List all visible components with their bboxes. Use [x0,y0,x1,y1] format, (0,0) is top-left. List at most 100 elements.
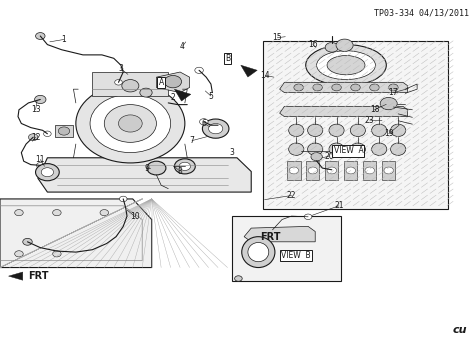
Polygon shape [244,226,315,242]
Ellipse shape [44,131,51,137]
Polygon shape [0,199,152,268]
Text: 5: 5 [209,92,213,100]
Ellipse shape [311,153,322,161]
Ellipse shape [58,127,70,135]
Polygon shape [55,125,73,137]
Ellipse shape [289,143,304,155]
Ellipse shape [365,167,374,174]
Ellipse shape [391,124,406,137]
Text: 10: 10 [130,212,140,221]
Text: 20: 20 [325,152,334,161]
Ellipse shape [289,167,299,174]
Text: VIEW  A: VIEW A [334,146,363,155]
Polygon shape [241,65,257,77]
Ellipse shape [372,143,387,155]
Ellipse shape [35,95,46,104]
Ellipse shape [380,97,397,110]
Ellipse shape [100,210,109,216]
Ellipse shape [384,167,393,174]
Text: VIEW  B: VIEW B [282,251,311,260]
Polygon shape [246,235,262,246]
Ellipse shape [350,124,365,137]
Ellipse shape [370,84,379,91]
Ellipse shape [289,124,304,137]
FancyBboxPatch shape [344,161,357,180]
Ellipse shape [325,43,338,52]
Ellipse shape [209,123,223,134]
Ellipse shape [294,84,303,91]
Polygon shape [156,72,190,93]
Text: 6: 6 [201,119,206,128]
Text: 7: 7 [190,136,194,145]
Ellipse shape [202,119,229,138]
Ellipse shape [336,39,353,51]
Text: 4: 4 [180,42,185,51]
FancyBboxPatch shape [325,161,338,180]
Ellipse shape [36,163,44,168]
Text: 12: 12 [31,133,40,142]
Text: 19: 19 [384,129,393,138]
Text: 8: 8 [178,167,182,176]
Ellipse shape [248,243,269,262]
Ellipse shape [36,33,45,39]
Text: FRT: FRT [260,232,280,243]
Text: 3: 3 [118,64,123,73]
Ellipse shape [308,143,323,155]
FancyBboxPatch shape [382,161,395,180]
Ellipse shape [329,143,344,155]
Ellipse shape [346,167,356,174]
Ellipse shape [147,161,166,175]
Polygon shape [38,158,251,192]
Ellipse shape [350,143,365,155]
Ellipse shape [179,162,191,170]
Ellipse shape [372,124,387,137]
Text: cu: cu [452,326,467,335]
Polygon shape [280,82,408,93]
Ellipse shape [306,45,386,86]
Ellipse shape [122,80,139,92]
Ellipse shape [41,168,54,177]
Text: A: A [158,78,164,87]
Ellipse shape [313,84,322,91]
FancyBboxPatch shape [92,72,168,96]
FancyBboxPatch shape [263,41,448,209]
Text: 16: 16 [308,40,318,49]
Ellipse shape [28,134,38,141]
Text: 23: 23 [365,116,374,125]
Text: 17: 17 [389,88,398,97]
Ellipse shape [308,124,323,137]
Text: 11: 11 [36,155,45,164]
Text: 22: 22 [287,191,296,200]
FancyBboxPatch shape [363,161,376,180]
FancyBboxPatch shape [232,216,341,281]
Text: 2: 2 [171,93,175,102]
Ellipse shape [308,167,318,174]
Ellipse shape [76,84,185,163]
Ellipse shape [53,251,61,257]
Text: B: B [225,54,230,63]
Text: 15: 15 [273,33,282,42]
Ellipse shape [140,88,152,97]
Text: TP03-334 04/13/2011: TP03-334 04/13/2011 [374,9,469,17]
Ellipse shape [104,105,156,142]
Text: 21: 21 [334,201,344,210]
FancyBboxPatch shape [306,161,319,180]
Ellipse shape [36,164,59,181]
Ellipse shape [23,238,32,245]
Ellipse shape [53,210,61,216]
Ellipse shape [164,75,182,88]
Polygon shape [280,106,408,117]
Ellipse shape [90,94,171,153]
Text: 18: 18 [370,105,379,114]
Text: 3: 3 [230,148,235,157]
Ellipse shape [351,84,360,91]
Ellipse shape [235,276,242,281]
Ellipse shape [304,214,312,220]
Ellipse shape [329,124,344,137]
Polygon shape [174,89,191,101]
Text: 1: 1 [62,35,66,44]
Ellipse shape [327,56,365,75]
Ellipse shape [115,80,122,85]
Text: 14: 14 [261,71,270,80]
Ellipse shape [332,84,341,91]
